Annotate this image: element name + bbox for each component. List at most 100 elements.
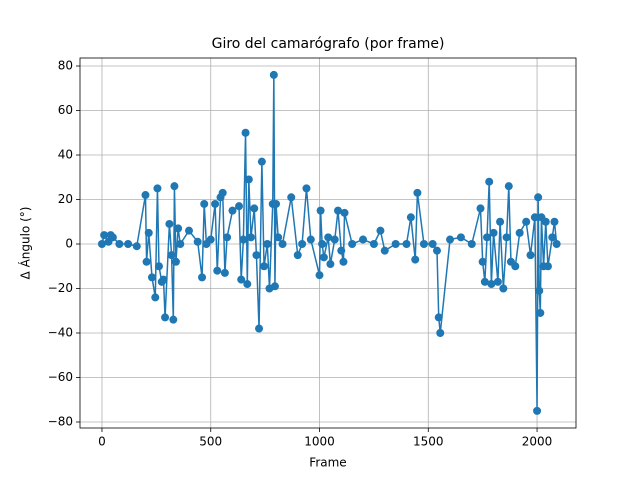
- y-tick-label: 0: [65, 237, 73, 251]
- marker: [144, 228, 153, 237]
- marker: [220, 268, 229, 277]
- marker: [115, 240, 124, 249]
- marker: [499, 284, 508, 293]
- marker: [326, 260, 335, 269]
- marker: [246, 233, 255, 242]
- marker: [402, 240, 411, 249]
- plot-frame: [79, 57, 577, 429]
- marker: [167, 251, 176, 260]
- marker: [543, 262, 552, 271]
- marker: [274, 233, 283, 242]
- marker: [535, 286, 544, 295]
- marker: [171, 257, 180, 266]
- marker: [239, 235, 248, 244]
- marker: [200, 199, 209, 208]
- marker: [522, 217, 531, 226]
- marker: [270, 282, 279, 291]
- marker: [478, 257, 487, 266]
- marker: [257, 157, 266, 166]
- y-tick-label: 40: [58, 148, 73, 162]
- marker: [100, 231, 109, 240]
- y-axis-label: Δ Ángulo (°): [18, 207, 33, 280]
- y-tick-label: −20: [48, 281, 73, 295]
- marker: [337, 246, 346, 255]
- marker: [413, 188, 422, 197]
- marker: [467, 240, 476, 249]
- marker: [340, 208, 349, 217]
- y-tick-label: 20: [58, 192, 73, 206]
- x-tick-label: 2000: [522, 435, 553, 449]
- marker: [244, 175, 253, 184]
- marker: [511, 262, 520, 271]
- marker: [142, 257, 151, 266]
- marker: [330, 235, 339, 244]
- marker: [165, 219, 174, 228]
- marker: [287, 193, 296, 202]
- marker: [411, 255, 420, 264]
- marker: [489, 228, 498, 237]
- x-tick-label: 0: [98, 435, 106, 449]
- marker: [419, 240, 428, 249]
- marker: [391, 240, 400, 249]
- y-tick-label: −80: [48, 414, 73, 428]
- marker: [278, 240, 287, 249]
- marker: [159, 275, 168, 284]
- marker: [154, 262, 163, 271]
- marker: [97, 240, 106, 249]
- line: [101, 74, 558, 411]
- y-tick-label: 80: [58, 59, 73, 73]
- marker: [476, 204, 485, 213]
- x-tick-label: 1500: [413, 435, 444, 449]
- marker: [306, 235, 315, 244]
- marker: [223, 233, 232, 242]
- marker: [176, 240, 185, 249]
- x-tick-label: 1000: [304, 435, 335, 449]
- y-tick-label: −60: [48, 370, 73, 384]
- marker: [298, 240, 307, 249]
- y-tick-label: −40: [48, 325, 73, 339]
- marker: [541, 217, 550, 226]
- marker: [252, 251, 261, 260]
- marker: [533, 406, 542, 415]
- marker: [428, 240, 437, 249]
- marker: [218, 188, 227, 197]
- marker: [324, 233, 333, 242]
- marker: [480, 277, 489, 286]
- marker: [151, 293, 160, 302]
- marker: [369, 240, 378, 249]
- marker: [487, 280, 496, 289]
- marker: [243, 280, 252, 289]
- marker: [132, 242, 141, 251]
- marker: [174, 224, 183, 233]
- marker: [380, 246, 389, 255]
- marker: [483, 233, 492, 242]
- marker: [436, 328, 445, 337]
- marker: [206, 235, 215, 244]
- marker: [339, 257, 348, 266]
- marker: [502, 233, 511, 242]
- marker: [260, 262, 269, 271]
- marker: [446, 235, 455, 244]
- marker: [319, 253, 328, 262]
- marker: [241, 128, 250, 137]
- marker: [213, 266, 222, 275]
- marker: [504, 182, 513, 191]
- marker: [250, 204, 259, 213]
- marker: [316, 206, 325, 215]
- marker: [348, 240, 357, 249]
- marker: [526, 251, 535, 260]
- marker: [272, 199, 281, 208]
- marker: [269, 70, 278, 79]
- marker: [108, 233, 117, 242]
- marker: [124, 240, 133, 249]
- marker: [548, 233, 557, 242]
- x-axis-label: Frame: [309, 456, 346, 470]
- marker: [536, 308, 545, 317]
- marker: [515, 228, 524, 237]
- marker: [263, 240, 272, 249]
- marker: [550, 217, 559, 226]
- marker: [434, 313, 443, 322]
- marker: [359, 235, 368, 244]
- y-tick-label: 60: [58, 103, 73, 117]
